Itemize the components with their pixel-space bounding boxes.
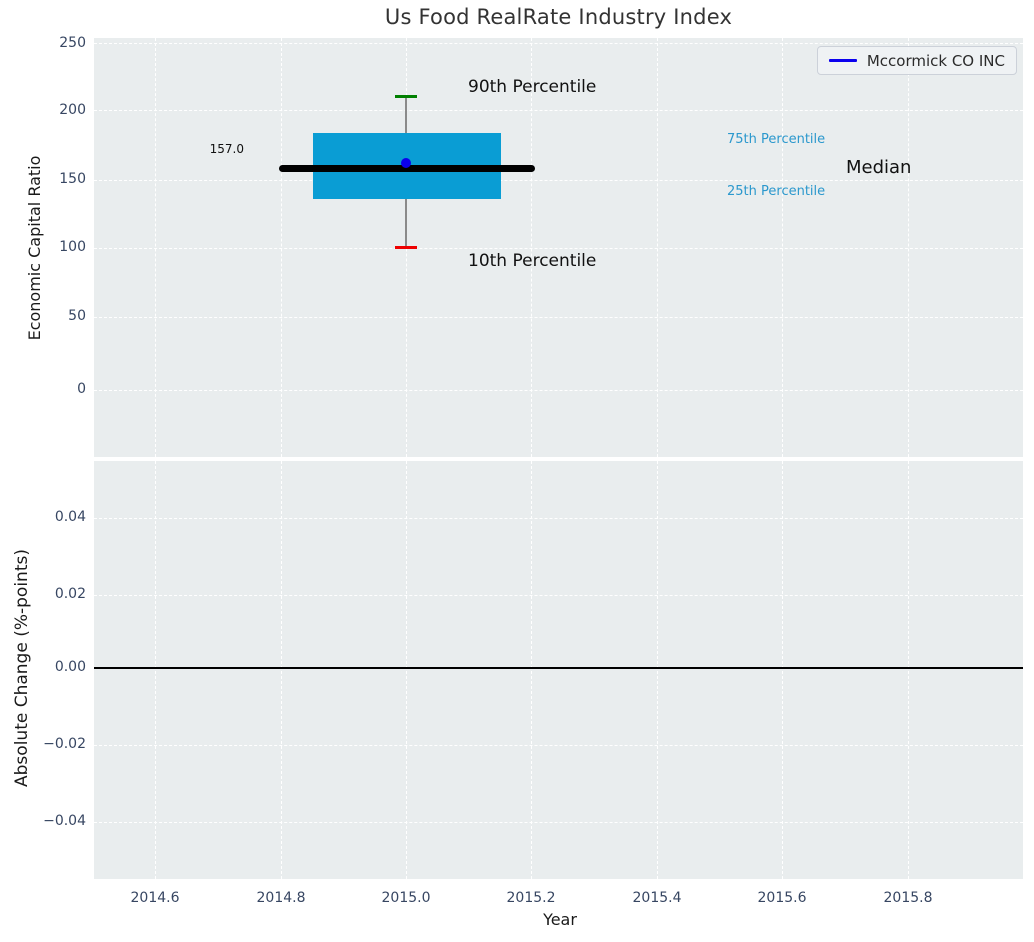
p10-label: 10th Percentile: [468, 251, 597, 271]
x-tick: 2015.4: [632, 890, 682, 906]
y-tick: −0.04: [43, 813, 86, 829]
gridline: [531, 38, 532, 457]
legend: Mccormick CO INC: [816, 46, 1017, 75]
gridline: [94, 248, 1023, 249]
y-tick: 0.02: [54, 586, 86, 602]
y-tick: 0: [77, 381, 86, 397]
gridline: [94, 595, 1023, 596]
gridline: [406, 461, 407, 879]
gridline: [94, 518, 1023, 519]
gridline: [94, 745, 1023, 746]
gridline: [94, 390, 1023, 391]
x-tick: 2015.8: [883, 890, 933, 906]
median-label: Median: [846, 157, 912, 178]
y-tick: 250: [59, 35, 86, 51]
p10-whisker-cap: [395, 246, 417, 249]
p90-label: 90th Percentile: [468, 77, 597, 97]
x-tick: 2014.8: [256, 890, 306, 906]
y-tick: 150: [59, 171, 86, 187]
gridline: [94, 822, 1023, 823]
gridline: [908, 38, 909, 457]
gridline: [94, 110, 1023, 111]
gridline: [782, 38, 783, 457]
gridline: [782, 461, 783, 879]
gridline: [281, 38, 282, 457]
y-tick: 100: [59, 239, 86, 255]
x-tick: 2014.6: [130, 890, 180, 906]
gridline: [155, 38, 156, 457]
top-plot-area: 157.0 90th Percentile 75th Percentile Me…: [94, 38, 1023, 457]
gridline: [94, 180, 1023, 181]
chart-title: Us Food RealRate Industry Index: [384, 5, 733, 29]
x-tick: 2015.0: [381, 890, 431, 906]
gridline: [94, 317, 1023, 318]
y-tick: −0.02: [43, 736, 86, 752]
gridline: [657, 461, 658, 879]
zero-reference-line: [94, 667, 1023, 669]
gridline: [94, 43, 1023, 44]
y-tick: 0.00: [54, 659, 86, 675]
x-tick: 2015.6: [757, 890, 807, 906]
p25-label: 25th Percentile: [727, 184, 826, 199]
p75-label: 75th Percentile: [727, 132, 826, 147]
gridline: [908, 461, 909, 879]
gridline: [155, 461, 156, 879]
y-tick: 0.04: [54, 509, 86, 525]
y-tick: 200: [59, 102, 86, 118]
y-tick: 50: [68, 308, 86, 324]
legend-line-sample: [828, 59, 857, 62]
p90-whisker-cap: [395, 95, 417, 98]
gridline: [531, 461, 532, 879]
gridline: [657, 38, 658, 457]
company-value-label: 157.0: [209, 142, 244, 156]
legend-label: Mccormick CO INC: [866, 51, 1005, 70]
company-marker: [401, 158, 411, 168]
x-tick: 2015.2: [506, 890, 556, 906]
bottom-plot-area: [94, 461, 1023, 879]
x-axis-label: Year: [543, 910, 577, 929]
median-line: [279, 165, 535, 172]
gridline: [281, 461, 282, 879]
